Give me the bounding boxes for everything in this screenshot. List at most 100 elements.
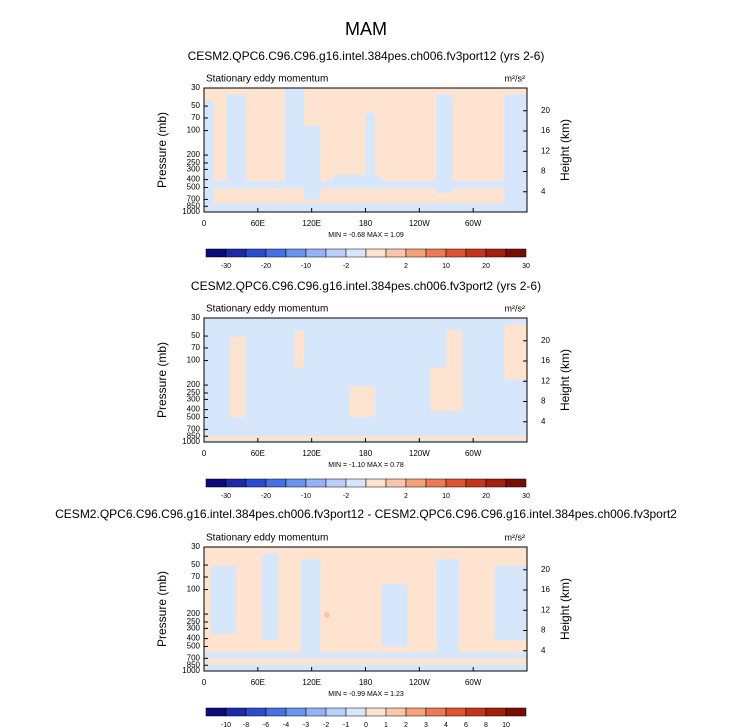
colorbar-box [225, 707, 247, 717]
x-tick-label: 60E [251, 678, 265, 687]
y2-tick-label: 4 [541, 187, 546, 196]
x-tick-label: 0 [202, 678, 207, 687]
y-tick-label: 30 [191, 542, 200, 551]
colorbar-box [205, 248, 227, 258]
colorbar-box [325, 248, 347, 258]
x-tick-label: 60W [465, 678, 482, 687]
y-tick-label: 30 [191, 83, 200, 92]
colorbar-label: -20 [261, 493, 271, 500]
x-tick-label: 180 [359, 678, 373, 687]
y-tick-label: 500 [187, 642, 201, 651]
colorbar-label: -10 [301, 493, 311, 500]
y-tick-label: 50 [191, 560, 200, 569]
colorbar-box [325, 707, 347, 717]
colorbar-box [505, 707, 527, 717]
y-tick-label: 30 [191, 313, 200, 322]
y-tick-label: 250 [187, 388, 201, 397]
y-tick-label: 300 [187, 395, 201, 404]
colorbar-box [485, 478, 507, 488]
y2-tick-label: 8 [541, 626, 546, 635]
y-tick-label: 300 [187, 624, 201, 633]
y2-tick-label: 20 [541, 106, 550, 115]
colorbar-label: 2 [404, 263, 408, 270]
field-patch [262, 553, 279, 640]
x-tick-label: 60E [251, 219, 265, 228]
colorbar-box [285, 248, 307, 258]
colorbar-box [245, 707, 267, 717]
y-tick-label: 250 [187, 617, 201, 626]
colorbar-label: -30 [221, 493, 231, 500]
y2-axis-label: Height (km) [558, 578, 572, 640]
y-tick-label: 1000 [182, 437, 200, 446]
stats: MIN = -0.68 MAX = 1.09 [328, 232, 404, 239]
colorbar-box [465, 248, 487, 258]
y-tick-label: 700 [187, 194, 201, 203]
colorbar-label: -2 [343, 493, 349, 500]
colorbar-box [265, 707, 287, 717]
y-tick-label: 100 [187, 126, 201, 135]
y-tick-label: 400 [187, 634, 201, 643]
colorbar-box [265, 478, 287, 488]
y-axis-label: Pressure (mb) [155, 112, 169, 188]
colorbar-box [345, 478, 367, 488]
colorbar-label: -4 [283, 722, 289, 727]
y-tick-label: 400 [187, 175, 201, 184]
colorbar-box [485, 707, 507, 717]
colorbar-box [365, 248, 387, 258]
x-tick-label: 120W [409, 678, 430, 687]
colorbar-box [425, 707, 447, 717]
colorbar-box [505, 478, 527, 488]
left-label: Stationary eddy momentum [206, 304, 328, 315]
colorbar-box [345, 707, 367, 717]
colorbar-box [405, 478, 427, 488]
colorbar-label: 1 [384, 722, 388, 727]
colorbar-label: -3 [303, 722, 309, 727]
colorbar-label: 2 [404, 493, 408, 500]
y2-tick-label: 20 [541, 565, 550, 574]
colorbar-label: 2 [404, 722, 408, 727]
field [204, 547, 527, 671]
y-tick-label: 50 [191, 331, 200, 340]
field-patch [333, 174, 382, 185]
y2-tick-label: 16 [541, 585, 550, 594]
colorbar-label: 4 [444, 722, 448, 727]
y2-axis-label: Height (km) [558, 119, 572, 181]
y2-tick-label: 12 [541, 605, 550, 614]
colorbar-label: -10 [301, 263, 311, 270]
colorbar-box [485, 248, 507, 258]
y2-tick-label: 12 [541, 376, 550, 385]
colorbar-box [245, 248, 267, 258]
field-patch [284, 88, 305, 188]
y-tick-label: 70 [191, 113, 200, 122]
x-tick-label: 120W [409, 219, 430, 228]
y2-tick-label: 4 [541, 646, 546, 655]
colorbar-box [465, 478, 487, 488]
colorbar-box [205, 478, 227, 488]
left-label: Stationary eddy momentum [206, 533, 328, 544]
field-patch [226, 94, 246, 181]
x-tick-label: 120E [302, 678, 321, 687]
colorbar-box [225, 478, 247, 488]
colorbar-label: -30 [221, 263, 231, 270]
colorbar-box [285, 707, 307, 717]
y2-tick-label: 4 [541, 417, 546, 426]
y-tick-label: 200 [187, 380, 201, 389]
y-tick-label: 700 [187, 424, 201, 433]
x-tick-label: 0 [202, 449, 207, 458]
x-tick-label: 60W [465, 449, 482, 458]
colorbar-box [425, 478, 447, 488]
field-patch [210, 565, 237, 634]
field-patch [381, 584, 408, 647]
colorbar-box [365, 707, 387, 717]
stats: MIN = -1.10 MAX = 0.78 [328, 462, 404, 469]
x-tick-label: 0 [202, 219, 207, 228]
colorbar-box [445, 478, 467, 488]
colorbar-box [385, 478, 407, 488]
y-tick-label: 700 [187, 653, 201, 662]
colorbar-box [305, 248, 327, 258]
x-tick-label: 180 [359, 219, 373, 228]
y-tick-label: 500 [187, 413, 201, 422]
units: m²/s² [505, 303, 526, 313]
colorbar-box [225, 248, 247, 258]
field-patch [504, 324, 527, 380]
